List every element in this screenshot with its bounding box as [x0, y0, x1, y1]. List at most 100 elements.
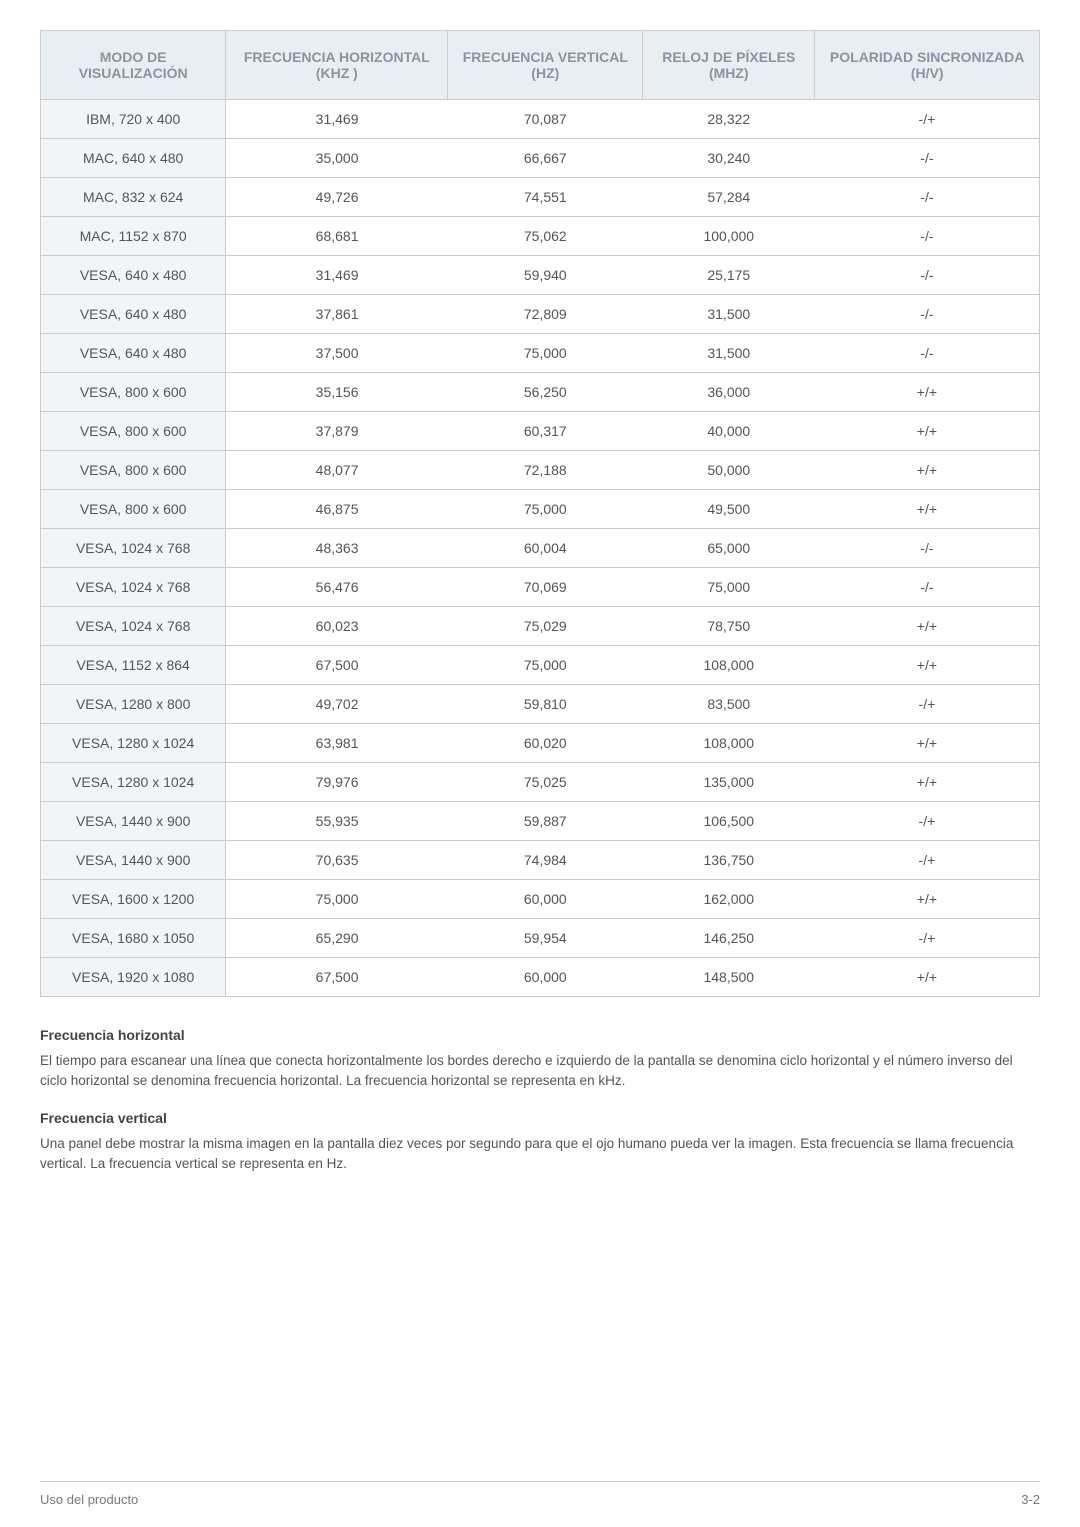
table-cell: VESA, 800 x 600 — [41, 412, 226, 451]
table-header-row: MODO DE VISUALIZACIÓN FRECUENCIA HORIZON… — [41, 31, 1040, 100]
table-cell: -/+ — [815, 100, 1040, 139]
table-cell: 70,635 — [226, 841, 448, 880]
col-freq-h: FRECUENCIA HORIZONTAL (KHZ ) — [226, 31, 448, 100]
table-cell: 70,069 — [448, 568, 643, 607]
table-row: VESA, 1280 x 102479,97675,025135,000+/+ — [41, 763, 1040, 802]
table-cell: +/+ — [815, 373, 1040, 412]
table-row: VESA, 1024 x 76860,02375,02978,750+/+ — [41, 607, 1040, 646]
table-cell: 75,000 — [448, 334, 643, 373]
table-cell: VESA, 1680 x 1050 — [41, 919, 226, 958]
table-cell: VESA, 1440 x 900 — [41, 802, 226, 841]
table-cell: 75,025 — [448, 763, 643, 802]
table-row: VESA, 800 x 60046,87575,00049,500+/+ — [41, 490, 1040, 529]
table-row: VESA, 1152 x 86467,50075,000108,000+/+ — [41, 646, 1040, 685]
table-cell: VESA, 1440 x 900 — [41, 841, 226, 880]
table-cell: VESA, 640 x 480 — [41, 295, 226, 334]
table-cell: 67,500 — [226, 958, 448, 997]
table-cell: VESA, 1024 x 768 — [41, 607, 226, 646]
table-row: VESA, 1680 x 105065,29059,954146,250-/+ — [41, 919, 1040, 958]
table-cell: +/+ — [815, 880, 1040, 919]
table-cell: 108,000 — [643, 724, 815, 763]
table-cell: -/- — [815, 295, 1040, 334]
section-text: Una panel debe mostrar la misma imagen e… — [40, 1134, 1040, 1175]
table-row: MAC, 832 x 62449,72674,55157,284-/- — [41, 178, 1040, 217]
table-cell: -/+ — [815, 841, 1040, 880]
table-cell: VESA, 1024 x 768 — [41, 568, 226, 607]
table-cell: 31,500 — [643, 334, 815, 373]
page-footer: Uso del producto 3-2 — [40, 1481, 1040, 1507]
col-pixel-clock: RELOJ DE PÍXELES (MHZ) — [643, 31, 815, 100]
table-row: VESA, 1920 x 108067,50060,000148,500+/+ — [41, 958, 1040, 997]
table-cell: 37,861 — [226, 295, 448, 334]
section-text: El tiempo para escanear una línea que co… — [40, 1051, 1040, 1092]
table-cell: VESA, 1280 x 800 — [41, 685, 226, 724]
table-cell: 162,000 — [643, 880, 815, 919]
table-cell: 74,551 — [448, 178, 643, 217]
table-cell: -/+ — [815, 919, 1040, 958]
table-cell: 30,240 — [643, 139, 815, 178]
table-cell: 36,000 — [643, 373, 815, 412]
table-cell: 70,087 — [448, 100, 643, 139]
table-cell: 59,954 — [448, 919, 643, 958]
table-cell: 59,810 — [448, 685, 643, 724]
table-cell: 56,250 — [448, 373, 643, 412]
table-row: IBM, 720 x 40031,46970,08728,322-/+ — [41, 100, 1040, 139]
table-cell: 72,188 — [448, 451, 643, 490]
table-cell: 72,809 — [448, 295, 643, 334]
table-cell: -/- — [815, 256, 1040, 295]
table-cell: 135,000 — [643, 763, 815, 802]
table-cell: MAC, 1152 x 870 — [41, 217, 226, 256]
table-cell: VESA, 800 x 600 — [41, 451, 226, 490]
table-row: VESA, 1280 x 80049,70259,81083,500-/+ — [41, 685, 1040, 724]
col-modo: MODO DE VISUALIZACIÓN — [41, 31, 226, 100]
table-cell: 79,976 — [226, 763, 448, 802]
table-row: MAC, 1152 x 87068,68175,062100,000-/- — [41, 217, 1040, 256]
table-row: VESA, 800 x 60035,15656,25036,000+/+ — [41, 373, 1040, 412]
table-cell: 28,322 — [643, 100, 815, 139]
table-cell: 66,667 — [448, 139, 643, 178]
col-freq-v: FRECUENCIA VERTICAL (HZ) — [448, 31, 643, 100]
table-cell: -/+ — [815, 685, 1040, 724]
table-cell: 106,500 — [643, 802, 815, 841]
table-cell: 60,020 — [448, 724, 643, 763]
table-cell: 48,077 — [226, 451, 448, 490]
table-cell: 40,000 — [643, 412, 815, 451]
table-cell: -/- — [815, 568, 1040, 607]
table-cell: -/- — [815, 529, 1040, 568]
table-row: VESA, 640 x 48037,86172,80931,500-/- — [41, 295, 1040, 334]
table-cell: 108,000 — [643, 646, 815, 685]
table-cell: 83,500 — [643, 685, 815, 724]
table-cell: 25,175 — [643, 256, 815, 295]
table-cell: 60,004 — [448, 529, 643, 568]
table-cell: 65,000 — [643, 529, 815, 568]
table-cell: VESA, 1024 x 768 — [41, 529, 226, 568]
section-title: Frecuencia vertical — [40, 1110, 1040, 1126]
section-title: Frecuencia horizontal — [40, 1027, 1040, 1043]
table-row: VESA, 1024 x 76856,47670,06975,000-/- — [41, 568, 1040, 607]
table-cell: 146,250 — [643, 919, 815, 958]
table-cell: MAC, 640 x 480 — [41, 139, 226, 178]
table-cell: VESA, 1280 x 1024 — [41, 724, 226, 763]
table-cell: 67,500 — [226, 646, 448, 685]
display-modes-table: MODO DE VISUALIZACIÓN FRECUENCIA HORIZON… — [40, 30, 1040, 997]
table-cell: 75,062 — [448, 217, 643, 256]
table-row: VESA, 640 x 48037,50075,00031,500-/- — [41, 334, 1040, 373]
table-cell: 59,940 — [448, 256, 643, 295]
table-cell: VESA, 1600 x 1200 — [41, 880, 226, 919]
table-cell: -/- — [815, 217, 1040, 256]
table-cell: 37,879 — [226, 412, 448, 451]
table-row: VESA, 1024 x 76848,36360,00465,000-/- — [41, 529, 1040, 568]
table-cell: 60,000 — [448, 958, 643, 997]
table-cell: +/+ — [815, 412, 1040, 451]
table-cell: 57,284 — [643, 178, 815, 217]
table-cell: 35,000 — [226, 139, 448, 178]
table-cell: 49,726 — [226, 178, 448, 217]
footer-right: 3-2 — [1021, 1492, 1040, 1507]
table-cell: -/- — [815, 334, 1040, 373]
table-cell: 56,476 — [226, 568, 448, 607]
table-row: VESA, 800 x 60048,07772,18850,000+/+ — [41, 451, 1040, 490]
table-cell: 31,469 — [226, 100, 448, 139]
table-cell: +/+ — [815, 724, 1040, 763]
table-cell: VESA, 800 x 600 — [41, 490, 226, 529]
table-cell: 37,500 — [226, 334, 448, 373]
